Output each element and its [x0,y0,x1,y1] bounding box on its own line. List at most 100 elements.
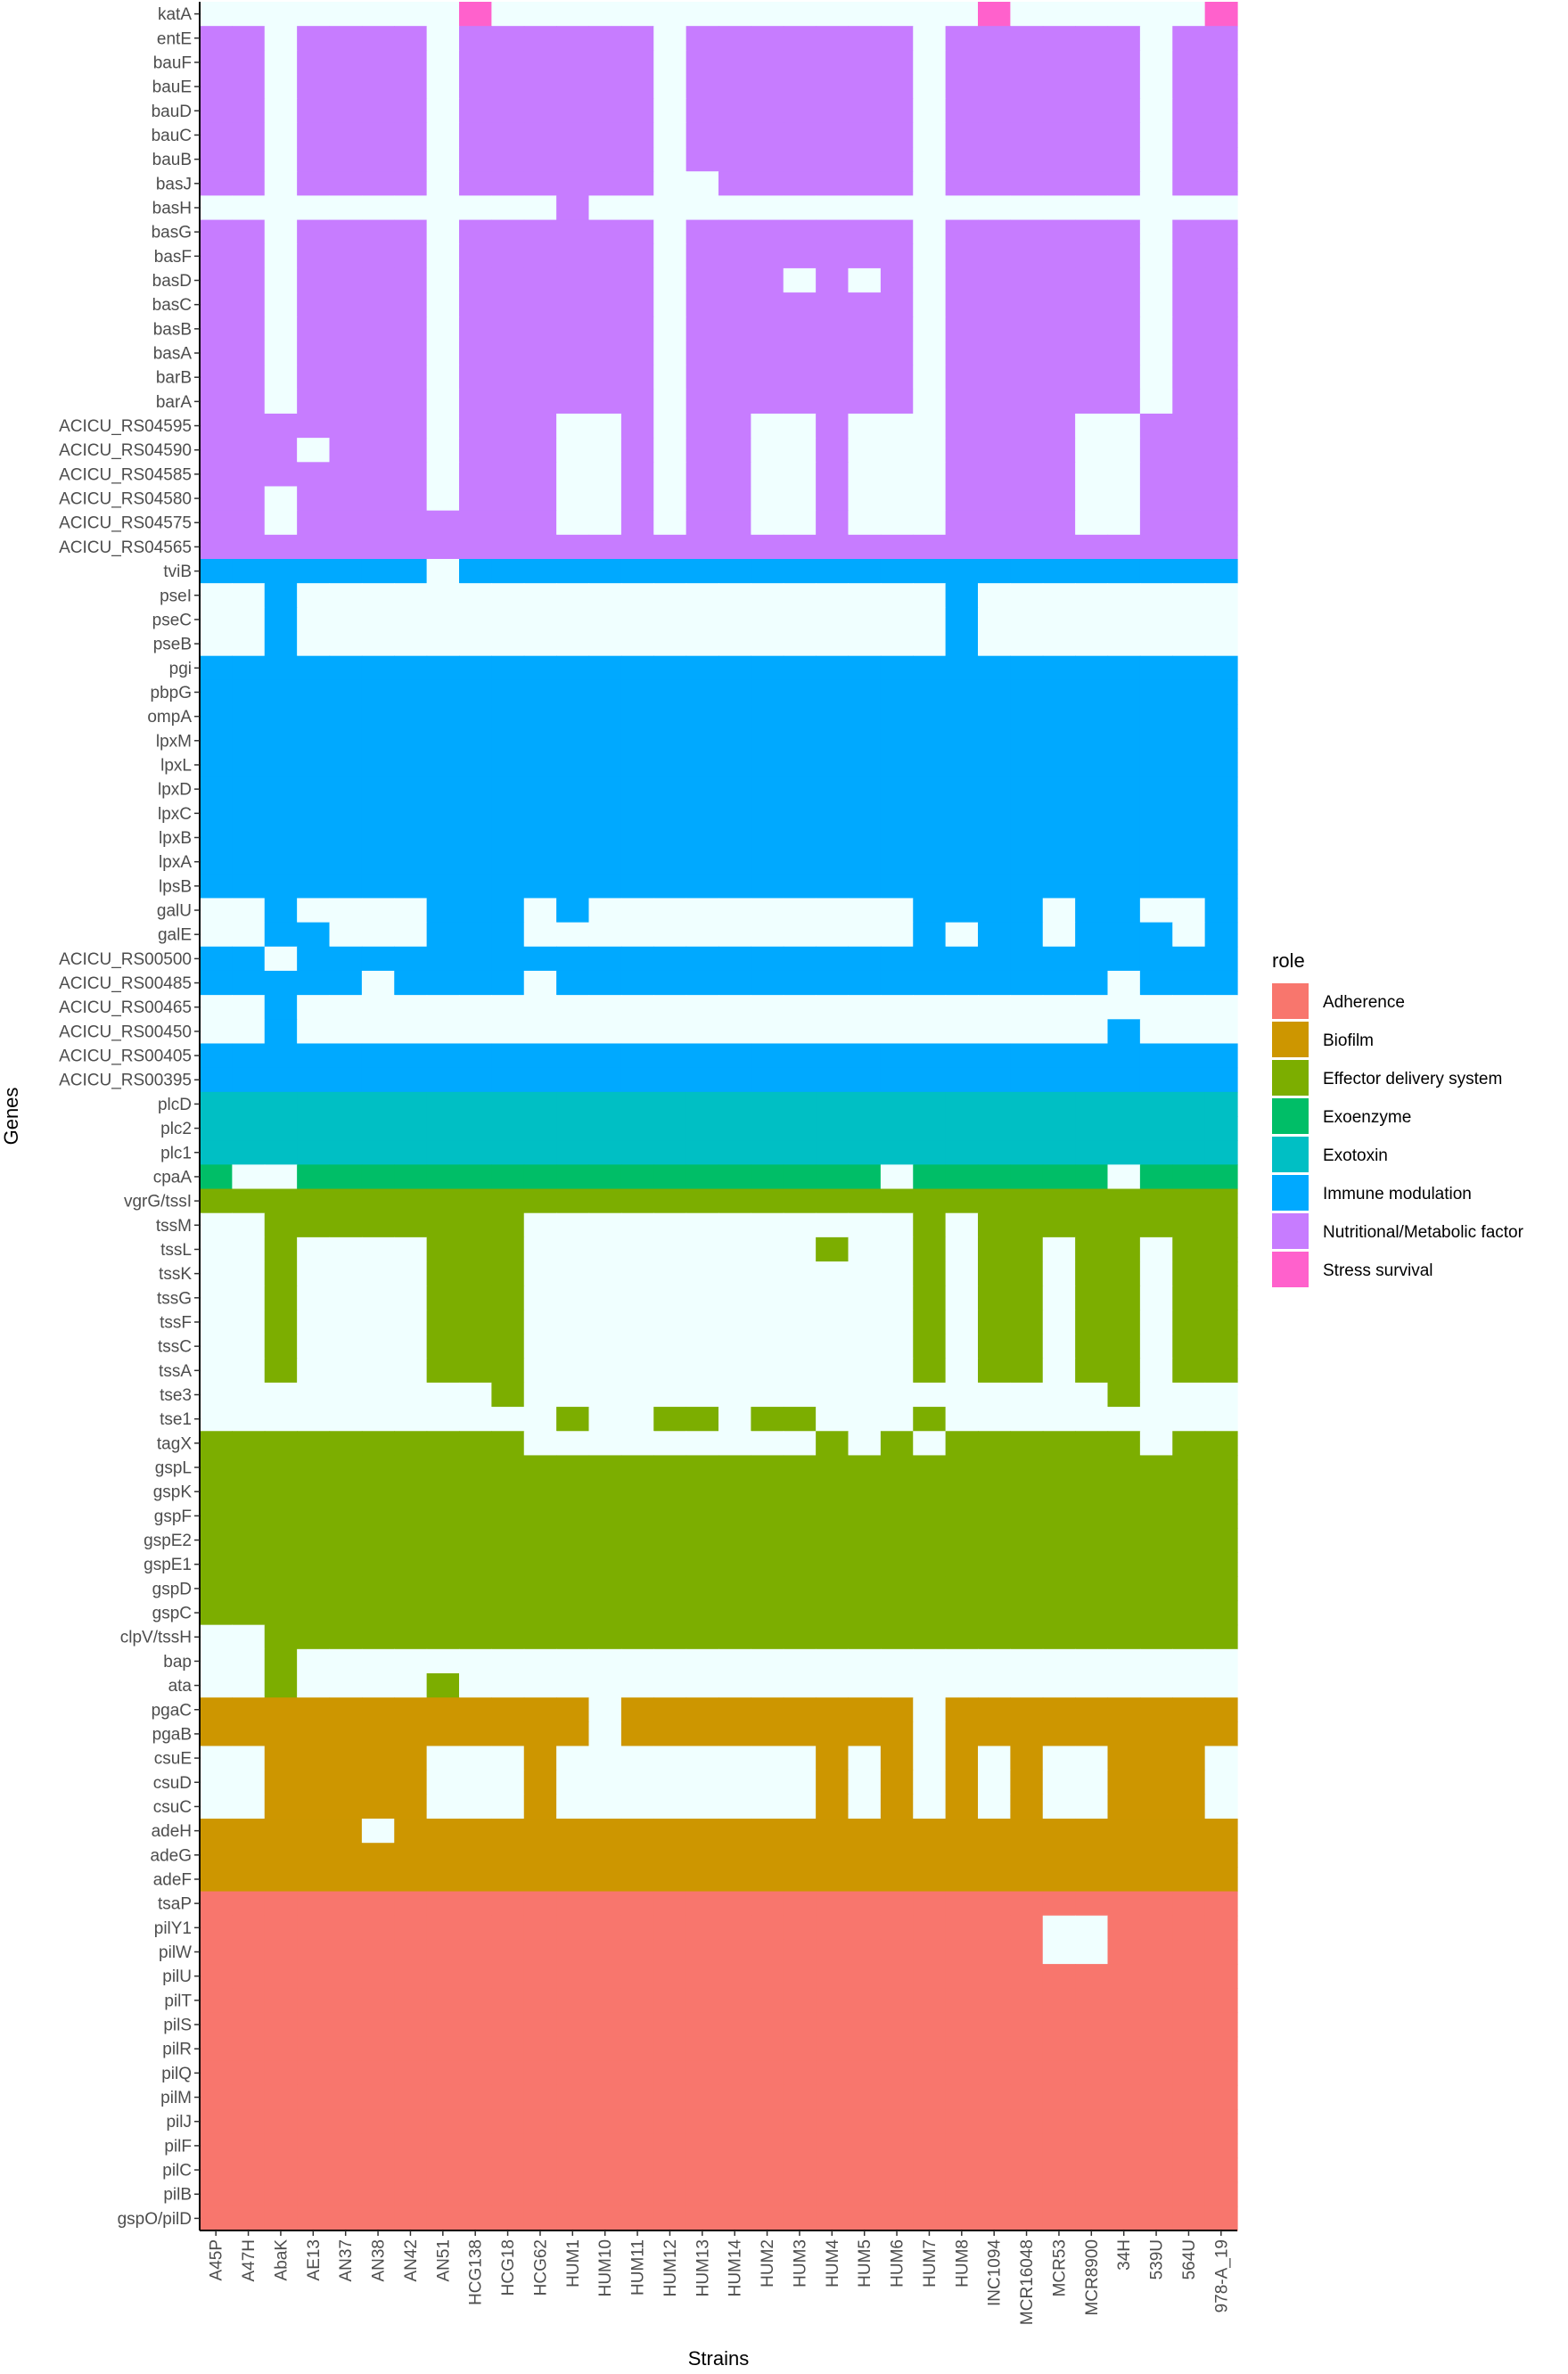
heatmap-cell [1107,1358,1141,1384]
heatmap-cell [588,874,622,899]
heatmap-cell [620,1624,654,1650]
heatmap-cell [783,946,817,972]
heatmap-cell [394,389,428,415]
heatmap-cell [264,1236,298,1262]
heatmap-cell [1204,728,1238,753]
heatmap-cell [232,486,266,512]
heatmap-cell [491,1988,525,2014]
heatmap-cell [653,1043,687,1069]
heatmap-cell [459,1091,492,1117]
heatmap-cell [1107,219,1141,245]
heatmap-cell [264,631,298,657]
y-tick-label: pilY1 [154,1919,192,1938]
heatmap-cell [426,2206,460,2231]
heatmap-cell [232,1382,266,1408]
heatmap-cell [783,874,817,899]
heatmap-cell [1075,607,1109,633]
heatmap-cell [394,316,428,342]
heatmap-cell [880,1455,914,1481]
heatmap-cell [1172,583,1206,608]
heatmap-cell [620,267,654,293]
heatmap-cell [1010,486,1044,512]
heatmap-cell [848,752,882,778]
heatmap-cell [913,728,947,753]
heatmap-cell [945,2,979,27]
heatmap-cell [1204,1891,1238,1917]
heatmap-cell [880,26,914,51]
heatmap-cell [232,1697,266,1722]
heatmap-cell [361,801,395,826]
heatmap-cell [848,147,882,172]
heatmap-cell [620,2060,654,2086]
heatmap-cell [978,243,1011,269]
heatmap-cell [297,341,331,366]
heatmap-cell [816,2012,850,2038]
heatmap-cell [426,1939,460,1965]
heatmap-cell [1139,365,1173,390]
heatmap-cell [459,341,492,366]
heatmap-cell [1107,1116,1141,1141]
heatmap-cell [491,946,525,972]
heatmap-cell [718,2181,751,2207]
heatmap-cell [945,1964,979,1989]
heatmap-cell [880,898,914,924]
heatmap-cell [913,1843,947,1868]
heatmap-cell [491,2133,525,2159]
heatmap-cell [426,776,460,802]
y-tick-label: pseI [160,587,192,605]
heatmap-cell [653,1891,687,1917]
heatmap-cell [394,1140,428,1165]
heatmap-cell [1010,267,1044,293]
y-tick-label: lpxA [159,853,192,872]
heatmap-cell [329,316,363,342]
heatmap-cell [588,438,622,463]
heatmap-cell [620,874,654,899]
heatmap-cell [556,752,590,778]
heatmap-cell [945,26,979,51]
heatmap-cell [913,292,947,317]
heatmap-cell [232,1188,266,1214]
heatmap-cell [653,631,687,657]
heatmap-cell [1010,171,1044,196]
heatmap-cell [1107,2157,1141,2183]
heatmap-cell [913,1939,947,1965]
heatmap-cell [556,50,590,76]
y-tick-label: lpxM [156,732,192,751]
heatmap-cell [978,147,1011,172]
heatmap-cell [394,1939,428,1965]
heatmap-cell [913,1479,947,1505]
heatmap-cell [264,1116,298,1141]
y-tick-label: bauC [152,127,192,145]
heatmap-cell [880,147,914,172]
heatmap-cell [232,874,266,899]
heatmap-cell [653,1116,687,1141]
heatmap-cell [1204,1067,1238,1093]
x-tick-label: HUM13 [694,2239,712,2296]
heatmap-cell [588,1915,622,1941]
heatmap-cell [783,1867,817,1893]
heatmap-cell [200,1212,233,1238]
heatmap-cell [329,850,363,875]
heatmap-cell [816,2,850,27]
y-tick-label: pilQ [161,2065,192,2083]
heatmap-cell [1172,50,1206,76]
heatmap-cell [816,1261,850,1286]
heatmap-cell [913,1140,947,1165]
heatmap-cell [880,1939,914,1965]
heatmap-cell [264,1746,298,1771]
heatmap-cell [783,1116,817,1141]
heatmap-cell [491,1358,525,1384]
heatmap-cell [491,1819,525,1844]
heatmap-cell [978,1043,1011,1069]
heatmap-cell [685,365,719,390]
heatmap-cell [588,98,622,124]
heatmap-cell [329,1697,363,1722]
heatmap-cell [620,2133,654,2159]
heatmap-cell [816,510,850,536]
heatmap-cell [1042,1527,1076,1553]
heatmap-cell [1010,1624,1044,1650]
heatmap-cell [588,2181,622,2207]
heatmap-cell [459,1261,492,1286]
heatmap-cell [394,1648,428,1674]
heatmap-cell [1107,122,1141,148]
